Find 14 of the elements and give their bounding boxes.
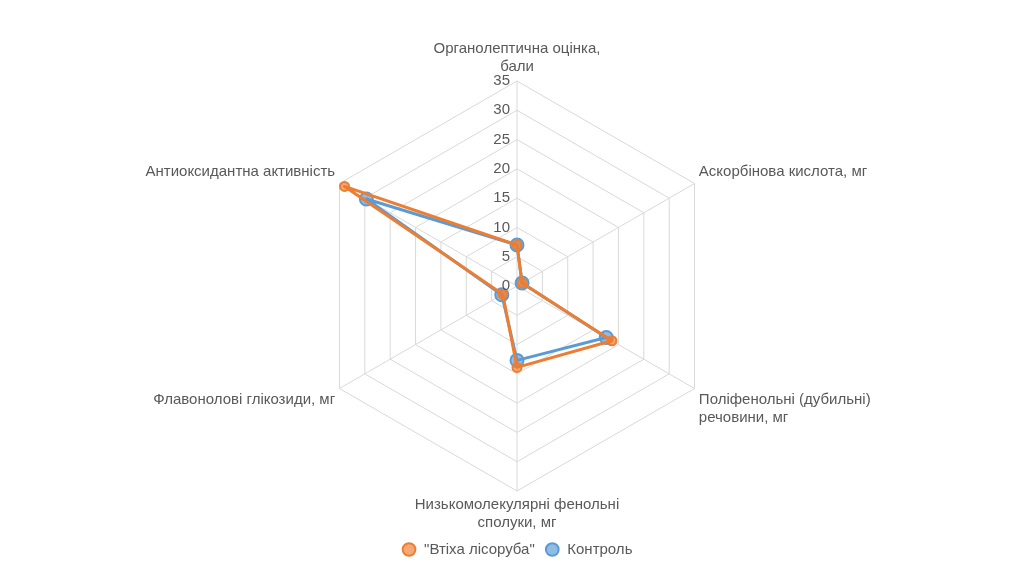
y-tick-label: 0 — [501, 276, 510, 294]
spoke-label: Низькомолекулярні фенольні сполуки, мг — [414, 495, 620, 531]
legend-label: "Втіха лісоруба" — [424, 539, 535, 557]
y-tick-label: 20 — [493, 159, 510, 176]
y-tick-label: 25 — [493, 129, 510, 147]
y-tick-label: 10 — [493, 217, 510, 235]
y-tick-label: 15 — [493, 188, 510, 206]
spoke-label: Аскорбінова кислота, мг — [698, 162, 868, 180]
spoke-label: Флавонолові глікозиди, мг — [153, 390, 336, 408]
y-tick-label: 5 — [501, 246, 510, 264]
spoke-label: Поліфенольні (дубильні) речовини, мг — [698, 390, 871, 426]
legend-label: Контроль — [567, 539, 633, 557]
spoke-label: Антиоксидантна активність — [145, 162, 336, 180]
y-tick-label: 30 — [493, 100, 510, 118]
